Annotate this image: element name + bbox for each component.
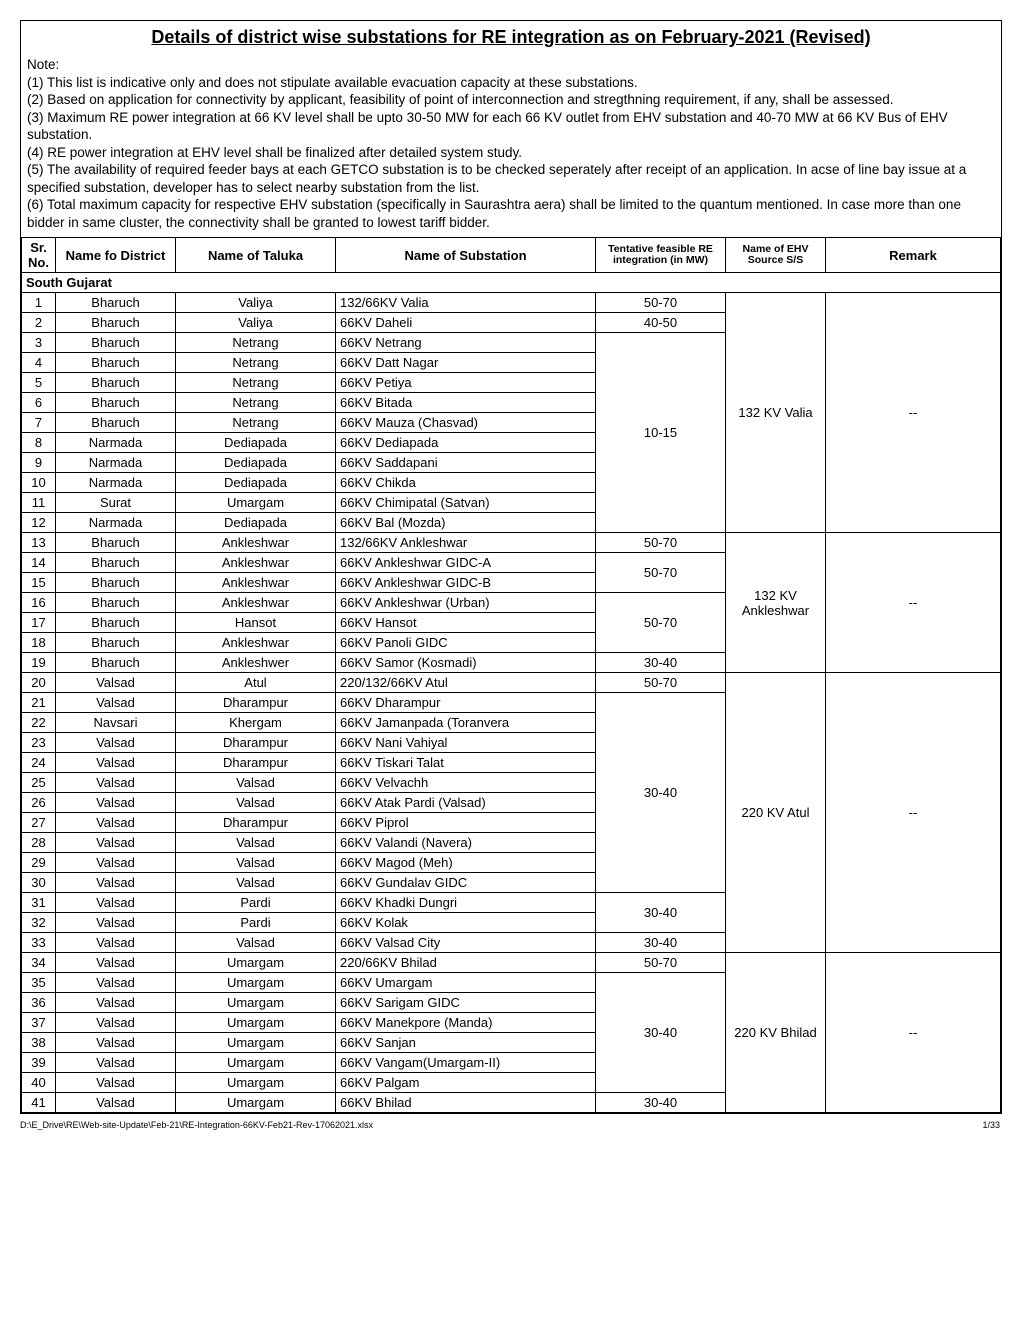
ehv-atul: 220 KV Atul bbox=[726, 673, 826, 953]
col-re: Tentative feasible RE integration (in MW… bbox=[596, 238, 726, 273]
note-6: (6) Total maximum capacity for respectiv… bbox=[27, 197, 961, 230]
note-1: (1) This list is indicative only and doe… bbox=[27, 75, 638, 90]
remark-valia: -- bbox=[826, 293, 1001, 533]
table-row: 13 Bharuch Ankleshwar 132/66KV Ankleshwa… bbox=[22, 533, 1001, 553]
ehv-valia: 132 KV Valia bbox=[726, 293, 826, 533]
note-3: (3) Maximum RE power integration at 66 K… bbox=[27, 110, 948, 143]
notes-block: Note: (1) This list is indicative only a… bbox=[21, 54, 1001, 237]
table-row: 20 Valsad Atul 220/132/66KV Atul 50-70 2… bbox=[22, 673, 1001, 693]
re-50-70-c: 50-70 bbox=[596, 593, 726, 653]
document-page: Details of district wise substations for… bbox=[20, 20, 1002, 1114]
table-row: 34 Valsad Umargam 220/66KV Bhilad 50-70 … bbox=[22, 953, 1001, 973]
ehv-bhilad: 220 KV Bhilad bbox=[726, 953, 826, 1113]
note-5: (5) The availability of required feeder … bbox=[27, 162, 966, 195]
re-10-15: 10-15 bbox=[596, 333, 726, 533]
page-footer: D:\E_Drive\RE\Web-site-Update\Feb-21\RE-… bbox=[20, 1120, 1000, 1130]
table-header-row: Sr. No. Name fo District Name of Taluka … bbox=[22, 238, 1001, 273]
note-2: (2) Based on application for connectivit… bbox=[27, 92, 894, 107]
col-ehv: Name of EHV Source S/S bbox=[726, 238, 826, 273]
remark-ankleshwar: -- bbox=[826, 533, 1001, 673]
section-row: South Gujarat bbox=[22, 273, 1001, 293]
col-district: Name fo District bbox=[56, 238, 176, 273]
re-30-40-c: 30-40 bbox=[596, 973, 726, 1093]
re-50-70-b: 50-70 bbox=[596, 553, 726, 593]
remark-bhilad: -- bbox=[826, 953, 1001, 1113]
note-4: (4) RE power integration at EHV level sh… bbox=[27, 145, 522, 160]
col-remark: Remark bbox=[826, 238, 1001, 273]
re-30-40-b: 30-40 bbox=[596, 893, 726, 933]
footer-page: 1/33 bbox=[982, 1120, 1000, 1130]
col-sr: Sr. No. bbox=[22, 238, 56, 273]
ehv-ankleshwar: 132 KV Ankleshwar bbox=[726, 533, 826, 673]
re-30-40-a: 30-40 bbox=[596, 693, 726, 893]
page-title: Details of district wise substations for… bbox=[21, 21, 1001, 54]
section-label: South Gujarat bbox=[22, 273, 1001, 293]
col-taluka: Name of Taluka bbox=[176, 238, 336, 273]
footer-path: D:\E_Drive\RE\Web-site-Update\Feb-21\RE-… bbox=[20, 1120, 373, 1130]
table-row: 1 Bharuch Valiya 132/66KV Valia 50-70 13… bbox=[22, 293, 1001, 313]
col-substation: Name of Substation bbox=[336, 238, 596, 273]
note-label: Note: bbox=[27, 57, 59, 72]
substation-table: Sr. No. Name fo District Name of Taluka … bbox=[21, 237, 1001, 1113]
remark-atul: -- bbox=[826, 673, 1001, 953]
